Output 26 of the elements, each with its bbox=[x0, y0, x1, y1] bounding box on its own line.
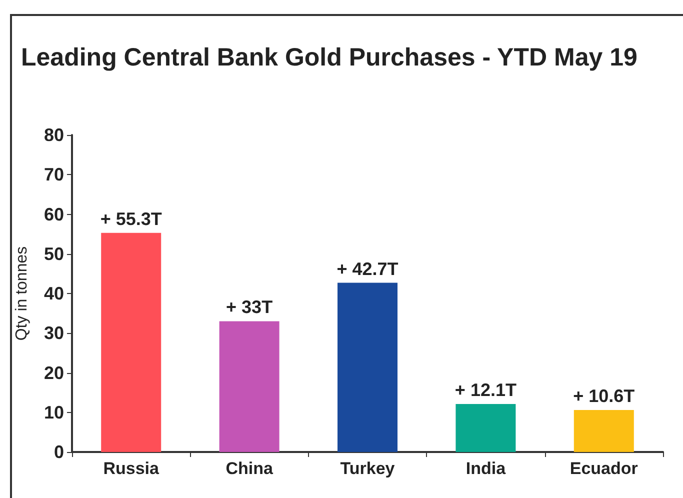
data-label: + 42.7T bbox=[336, 258, 398, 279]
chart-title: Leading Central Bank Gold Purchases - YTD May 19 bbox=[21, 44, 638, 72]
data-label: + 10.6T bbox=[573, 386, 635, 406]
bar bbox=[219, 321, 280, 452]
y-tick-label: 30 bbox=[44, 323, 64, 344]
bar bbox=[574, 410, 634, 452]
data-label: + 55.3T bbox=[100, 208, 162, 229]
y-tick-label: 40 bbox=[44, 284, 64, 304]
y-tick-label: 50 bbox=[44, 244, 64, 264]
y-axis-title: Qty in tonnes bbox=[14, 246, 30, 341]
x-tick-label: Turkey bbox=[340, 459, 396, 478]
y-tick-label: 10 bbox=[44, 402, 64, 422]
x-tick-label: Ecuador bbox=[570, 459, 638, 478]
bar bbox=[101, 232, 162, 452]
bar bbox=[338, 282, 398, 452]
x-tick-label: India bbox=[466, 459, 506, 478]
bar bbox=[456, 404, 516, 452]
y-tick-label: 60 bbox=[44, 204, 64, 224]
x-tick-label: Russia bbox=[103, 459, 160, 478]
y-tick-label: 20 bbox=[44, 362, 64, 383]
y-tick-label: 70 bbox=[44, 164, 64, 185]
y-tick-label: 80 bbox=[44, 125, 64, 145]
y-tick-label: 0 bbox=[54, 442, 64, 462]
data-label: + 12.1T bbox=[454, 380, 516, 400]
data-label: + 33T bbox=[226, 297, 273, 318]
x-tick-label: China bbox=[226, 459, 274, 478]
